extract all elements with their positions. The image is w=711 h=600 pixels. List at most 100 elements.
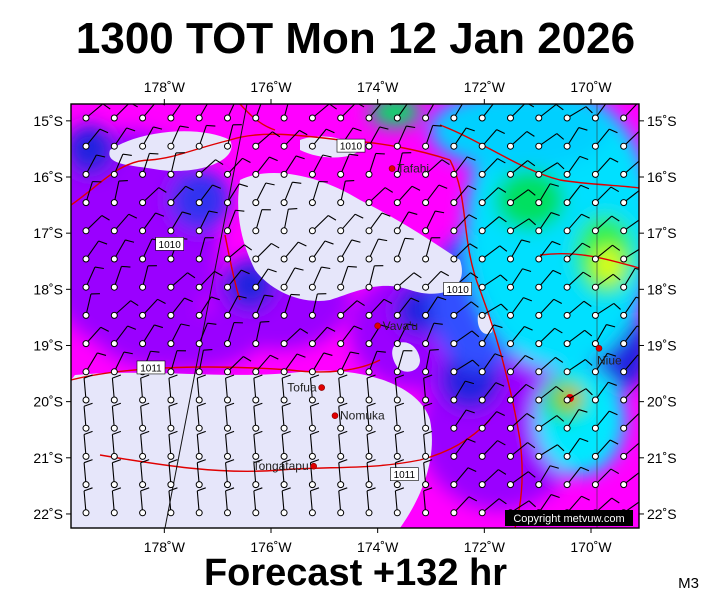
station-circle bbox=[422, 227, 430, 235]
station-circle bbox=[478, 255, 486, 263]
wind-barb-flag bbox=[378, 238, 388, 242]
wind-barb-flag bbox=[583, 300, 592, 307]
wind-barb-shaft bbox=[338, 462, 342, 485]
wind-barb-flag bbox=[121, 265, 131, 268]
station-circle bbox=[478, 170, 486, 178]
wind-barb-shaft bbox=[140, 462, 144, 485]
wind-barb-shaft bbox=[253, 462, 257, 485]
wind-barb-flag bbox=[578, 409, 588, 413]
wind-barb-flag bbox=[613, 303, 621, 310]
station-circle bbox=[308, 481, 316, 489]
station-circle bbox=[139, 114, 147, 122]
wind-barb-shaft bbox=[538, 212, 552, 232]
wind-barb-flag bbox=[552, 269, 562, 275]
wind-barb-shaft bbox=[255, 243, 272, 260]
lat-label-left: 16˚S bbox=[33, 169, 63, 185]
wind-barb-flag bbox=[498, 498, 507, 505]
station-circle bbox=[280, 142, 288, 150]
wind-barb-shaft bbox=[453, 330, 473, 345]
station-circle bbox=[224, 509, 231, 517]
station-circle bbox=[535, 142, 543, 150]
station-circle bbox=[280, 227, 288, 235]
station-circle bbox=[280, 509, 288, 517]
wind-barb-shaft bbox=[366, 378, 370, 401]
wind-barb-flag bbox=[580, 466, 590, 472]
place-label: Tafahi bbox=[397, 162, 429, 176]
wind-barb-flag bbox=[609, 157, 619, 163]
station-circle bbox=[507, 396, 514, 404]
wind-barb-shaft bbox=[196, 434, 200, 457]
wind-barb-shaft bbox=[510, 297, 524, 316]
wind-barb-flag bbox=[497, 469, 507, 475]
wind-barb-flag bbox=[433, 322, 443, 325]
isobar-label: 1011 bbox=[140, 363, 162, 374]
station-circle bbox=[620, 283, 628, 291]
wind-barb-shaft bbox=[566, 106, 587, 119]
wind-barb-flag bbox=[423, 459, 433, 464]
station-circle bbox=[422, 311, 430, 319]
wind-barb-flag bbox=[525, 383, 535, 390]
wind-barb-shaft bbox=[594, 353, 608, 373]
wind-barb-flag bbox=[555, 386, 564, 393]
wind-barb-flag bbox=[112, 430, 122, 436]
lat-label-left: 17˚S bbox=[33, 225, 63, 241]
station-circle bbox=[507, 142, 514, 150]
station-circle bbox=[365, 311, 373, 319]
wind-barb-shaft bbox=[538, 298, 555, 316]
wind-barb-shaft bbox=[481, 187, 499, 204]
wind-barb-flag bbox=[295, 155, 305, 160]
wind-barb-shaft bbox=[312, 104, 330, 119]
wind-barb-flag bbox=[528, 500, 537, 508]
station-circle bbox=[82, 481, 90, 489]
station-circle bbox=[110, 227, 118, 235]
station-circle bbox=[82, 340, 90, 348]
wind-barb-flag bbox=[556, 133, 565, 140]
wind-barb-shaft bbox=[566, 242, 583, 260]
wind-barb-flag bbox=[263, 97, 272, 98]
station-circle bbox=[365, 199, 373, 207]
wind-barb-flag bbox=[493, 324, 503, 329]
station-circle bbox=[252, 509, 260, 517]
wind-barb-flag bbox=[635, 296, 639, 299]
wind-barb-flag bbox=[354, 213, 364, 219]
wind-barb-flag bbox=[241, 269, 250, 275]
wind-barb-flag bbox=[499, 245, 508, 252]
wind-barb-flag bbox=[410, 297, 420, 303]
lat-label-right: 21˚S bbox=[647, 450, 677, 466]
station-circle bbox=[507, 255, 514, 263]
wind-barb-flag bbox=[366, 487, 376, 492]
station-circle bbox=[308, 311, 316, 319]
wind-barb-shaft bbox=[170, 104, 182, 119]
wind-barb-shaft bbox=[83, 434, 87, 457]
wind-barb-flag bbox=[281, 374, 291, 379]
wind-barb-flag bbox=[497, 440, 506, 446]
wind-barb-flag bbox=[584, 359, 593, 366]
station-circle bbox=[422, 255, 430, 263]
wind-barb-shaft bbox=[255, 321, 261, 344]
station-circle bbox=[478, 481, 486, 489]
station-circle bbox=[280, 255, 288, 263]
forecast-label: Forecast +132 hr bbox=[203, 552, 508, 594]
station-circle bbox=[224, 311, 231, 319]
wind-barb-flag bbox=[184, 100, 192, 103]
station-circle bbox=[478, 368, 486, 376]
wind-barb-shaft bbox=[423, 378, 427, 401]
wind-barb-shaft bbox=[113, 266, 122, 288]
station-circle bbox=[252, 340, 260, 348]
station-circle bbox=[563, 199, 571, 207]
wind-barb-flag bbox=[466, 127, 475, 132]
lat-label-right: 18˚S bbox=[647, 281, 677, 297]
station-circle bbox=[252, 227, 260, 235]
wind-barb-shaft bbox=[170, 152, 177, 175]
wind-barb-flag bbox=[585, 106, 593, 114]
wind-barb-shaft bbox=[423, 406, 427, 429]
wind-barb-flag bbox=[611, 497, 620, 504]
wind-barb-shaft bbox=[227, 356, 244, 373]
wind-barb-shaft bbox=[481, 245, 501, 260]
wind-barb-shaft bbox=[113, 239, 126, 260]
station-circle bbox=[224, 170, 231, 178]
station-circle bbox=[591, 396, 599, 404]
station-circle bbox=[280, 170, 288, 178]
wind-barb-flag bbox=[395, 374, 405, 379]
station-circle bbox=[450, 311, 458, 319]
